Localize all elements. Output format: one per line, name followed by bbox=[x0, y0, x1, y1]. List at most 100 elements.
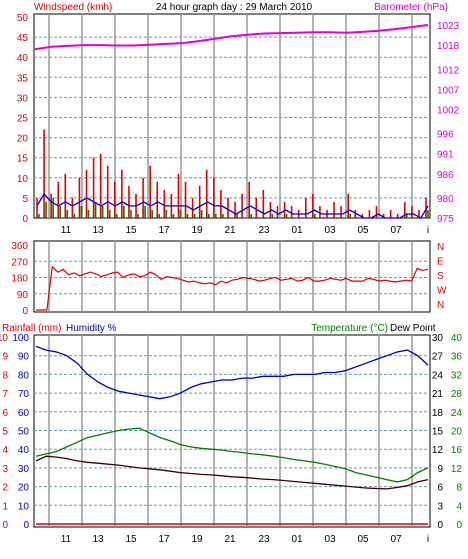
wind-line bbox=[36, 192, 429, 219]
rain-y-tick-6: 6 bbox=[2, 408, 8, 419]
rain-y-tick-9: 9 bbox=[2, 352, 8, 363]
rain-y-tick-4: 4 bbox=[2, 445, 8, 456]
temp-x-tick-05: 05 bbox=[357, 534, 369, 545]
dew-y-tick-15: 15 bbox=[432, 427, 444, 438]
wind-x-tick-17: 17 bbox=[158, 225, 170, 236]
wind-y-tick-35: 35 bbox=[17, 73, 29, 84]
wind-x-tick-i: i bbox=[427, 225, 429, 236]
temperature-line bbox=[35, 427, 429, 483]
wind-x-tick-11: 11 bbox=[61, 225, 72, 236]
direction-compass-S-2: S bbox=[437, 271, 444, 282]
humidity-y-tick-50: 50 bbox=[18, 427, 30, 438]
temp-x-tick-13: 13 bbox=[92, 534, 104, 545]
humidity-y-tick-30: 30 bbox=[18, 464, 30, 475]
wind-x-tick-23: 23 bbox=[258, 225, 270, 236]
temp-x-tick-21: 21 bbox=[224, 534, 236, 545]
humidity-y-tick-80: 80 bbox=[18, 370, 30, 381]
baro-y-tick-1012: 1012 bbox=[437, 65, 460, 76]
baro-y-tick-1023: 1023 bbox=[437, 21, 460, 32]
temp-y-tick-0: 0 bbox=[456, 520, 462, 531]
rain-y-tick-5: 5 bbox=[2, 427, 8, 438]
wind-x-tick-03: 03 bbox=[324, 225, 336, 236]
humidity-y-tick-0: 0 bbox=[23, 520, 29, 531]
rainfall-axis-title: Rainfall (mm) bbox=[2, 323, 61, 334]
wind-y-tick-50: 50 bbox=[17, 13, 29, 24]
humidity-y-tick-10: 10 bbox=[18, 501, 30, 512]
baro-y-tick-1002: 1002 bbox=[437, 105, 460, 116]
wind-y-tick-25: 25 bbox=[17, 114, 29, 125]
direction-frame bbox=[33, 240, 431, 313]
temp-y-tick-16: 16 bbox=[451, 445, 463, 456]
dew-y-tick-24: 24 bbox=[432, 370, 444, 381]
temp-y-tick-40: 40 bbox=[451, 333, 463, 344]
dew-y-tick-6: 6 bbox=[437, 483, 443, 494]
temp-x-tick-11: 11 bbox=[61, 534, 72, 545]
temperature-axis-title: Temperature (°C) bbox=[311, 323, 388, 334]
wind-y-tick-0: 0 bbox=[22, 214, 28, 225]
temp-y-tick-32: 32 bbox=[451, 370, 463, 381]
temp-x-tick-01: 01 bbox=[291, 534, 303, 545]
dewpoint-line bbox=[35, 455, 429, 490]
wind-y-tick-30: 30 bbox=[17, 93, 29, 104]
baro-y-tick-1018: 1018 bbox=[437, 41, 460, 52]
baro-y-tick-986: 986 bbox=[437, 170, 454, 181]
temp-y-tick-20: 20 bbox=[451, 427, 463, 438]
wind-x-tick-13: 13 bbox=[92, 225, 104, 236]
wind-y-tick-40: 40 bbox=[17, 53, 29, 64]
temp-x-tick-23: 23 bbox=[258, 534, 270, 545]
temp-x-tick-17: 17 bbox=[158, 534, 170, 545]
wind-x-tick-15: 15 bbox=[125, 225, 137, 236]
rain-y-tick-0: 0 bbox=[2, 520, 8, 531]
humidity-y-tick-60: 60 bbox=[18, 408, 30, 419]
rain-y-tick-7: 7 bbox=[2, 389, 8, 400]
dew-y-tick-9: 9 bbox=[437, 464, 443, 475]
baro-y-tick-996: 996 bbox=[437, 130, 454, 141]
baro-y-tick-1007: 1007 bbox=[437, 85, 460, 96]
temp-y-tick-24: 24 bbox=[451, 408, 463, 419]
temp-x-tick-19: 19 bbox=[191, 534, 203, 545]
dew-y-tick-18: 18 bbox=[432, 408, 444, 419]
wind-y-tick-10: 10 bbox=[17, 174, 29, 185]
humidity-y-tick-90: 90 bbox=[18, 352, 30, 363]
temp-y-tick-36: 36 bbox=[451, 352, 463, 363]
temp-x-tick-03: 03 bbox=[324, 534, 336, 545]
wind-y-tick-20: 20 bbox=[17, 134, 29, 145]
direction-compass-W-3: W bbox=[437, 286, 447, 297]
wind-x-tick-21: 21 bbox=[224, 225, 236, 236]
dew-y-tick-27: 27 bbox=[432, 352, 444, 363]
barometer-title: Barometer (hPa) bbox=[374, 2, 448, 13]
wind-x-tick-05: 05 bbox=[357, 225, 369, 236]
humidity-axis-title: Humidity % bbox=[66, 323, 117, 334]
rain-y-tick-1: 1 bbox=[2, 501, 8, 512]
temp-x-tick-15: 15 bbox=[125, 534, 137, 545]
direction-compass-E-1: E bbox=[437, 257, 444, 268]
temp-x-tick-i: i bbox=[427, 534, 429, 545]
baro-y-tick-991: 991 bbox=[437, 150, 454, 161]
temp-x-tick-07: 07 bbox=[390, 534, 402, 545]
temperature-humidity-panel: 0123456789100102030405060708090100048121… bbox=[0, 333, 462, 545]
humidity-y-tick-20: 20 bbox=[18, 483, 30, 494]
rain-y-tick-8: 8 bbox=[2, 370, 8, 381]
temp-y-tick-4: 4 bbox=[456, 501, 462, 512]
direction-compass-N-0: N bbox=[437, 242, 444, 253]
direction-y-tick-360: 360 bbox=[11, 241, 28, 252]
dew-y-tick-30: 30 bbox=[432, 333, 444, 344]
dewpoint-axis-title: Dew Point bbox=[390, 323, 436, 334]
temp-y-tick-12: 12 bbox=[451, 464, 463, 475]
direction-y-tick-90: 90 bbox=[17, 290, 29, 301]
wind-y-tick-5: 5 bbox=[22, 194, 28, 205]
direction-y-tick-180: 180 bbox=[11, 274, 28, 285]
wind-x-tick-07: 07 bbox=[390, 225, 402, 236]
direction-line bbox=[36, 265, 429, 311]
direction-y-tick-270: 270 bbox=[11, 257, 28, 268]
windspeed-title: Windspeed (kmh) bbox=[34, 2, 112, 13]
barometer-line bbox=[34, 24, 429, 51]
direction-compass-N-4: N bbox=[437, 300, 444, 311]
rain-y-tick-10: 10 bbox=[0, 333, 8, 344]
temp-y-tick-8: 8 bbox=[456, 483, 462, 494]
dew-y-tick-21: 21 bbox=[432, 389, 444, 400]
baro-y-tick-975: 975 bbox=[437, 214, 454, 225]
graph-title: 24 hour graph day : 29 March 2010 bbox=[156, 2, 313, 13]
humidity-line bbox=[35, 345, 429, 400]
